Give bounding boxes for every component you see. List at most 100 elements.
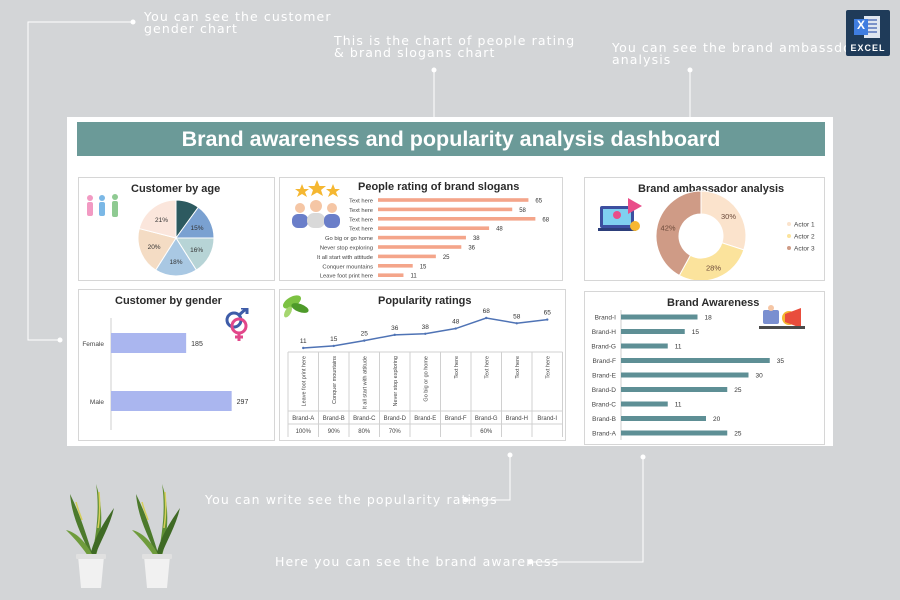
slogan-label: Go big or go home	[423, 356, 429, 402]
bar-category-label: Conquer mountains	[322, 264, 373, 270]
bar	[378, 254, 436, 259]
pie-slice	[138, 199, 177, 239]
bar-category-label: Text here	[349, 208, 373, 214]
category-label: Brand-I	[537, 416, 557, 422]
donut-data-label: 30%	[721, 212, 736, 221]
bar	[621, 401, 668, 407]
bar-category-label: Brand-I	[595, 315, 617, 322]
ambassador-card: Brand ambassador analysis 30% 28% 42% Actor…	[584, 177, 825, 281]
bar	[378, 207, 513, 212]
bar	[378, 245, 462, 249]
bar-category-label: Brand-G	[591, 344, 616, 351]
line-data-label: 58	[513, 313, 521, 320]
bar	[378, 217, 536, 221]
legend-marker	[787, 222, 791, 226]
leaf-icon	[282, 295, 309, 318]
bar-value-label: 25	[443, 255, 450, 261]
potted-plant-icon	[66, 484, 114, 588]
bar-value-label: 15	[692, 329, 700, 336]
bar	[621, 387, 728, 392]
legend-marker	[787, 246, 791, 250]
bar-value-label: 20	[713, 416, 721, 423]
brand-awareness-card: Brand Awareness Brand-I 18 Brand-H 15 Brand-…	[584, 291, 825, 445]
line-data-label: 15	[330, 336, 338, 343]
bar-value-label: 11	[675, 402, 682, 409]
line-point	[515, 322, 518, 325]
bar	[621, 358, 770, 363]
bar-category-label: Brand-B	[592, 416, 616, 423]
popularity-card: Popularity ratings 11 15 25 36 38 48 68 58 65 Lea…	[279, 289, 566, 441]
people-icon	[87, 194, 118, 217]
line-point	[363, 339, 366, 342]
bar-category-label: Brand-H	[592, 329, 617, 336]
ambassador-title: Brand ambassador analysis	[638, 183, 785, 195]
line-point	[332, 344, 335, 348]
line-data-label: 25	[361, 331, 369, 338]
ambassador-donut-chart: 30% 28% 42% Actor 1 Actor 2 Actor 3	[655, 190, 815, 280]
bar-value-label: 38	[473, 236, 480, 242]
bar-category-label: Male	[90, 399, 104, 406]
percentage-label: 80%	[358, 429, 371, 435]
percentage-label: 60%	[480, 429, 493, 435]
excel-logo-label: EXCEL	[850, 43, 886, 53]
gender-bar-chart: Female 185 Male 297	[82, 318, 248, 430]
customer-by-gender-card: Customer by gender Female 185 Male 297	[78, 289, 275, 441]
customer-by-age-card: Customer by age 15% 16% 18% 20% 21%	[78, 177, 275, 281]
line-point	[424, 332, 427, 335]
bar-value-label: 35	[777, 358, 785, 365]
slogan-rating-title: People rating of brand slogans	[358, 181, 520, 193]
line-data-label: 11	[300, 338, 307, 345]
awareness-chart-note: Here you can see the brand awareness	[275, 554, 560, 569]
bar-value-label: 25	[734, 387, 742, 394]
bar	[378, 273, 404, 277]
brand-awareness-bar-chart: Brand-I 18 Brand-H 15 Brand-G 11 Brand-F 35 Bran…	[591, 310, 785, 440]
line-data-label: 38	[422, 324, 430, 331]
bar-value-label: 65	[535, 199, 542, 205]
bar-category-label: Leave foot print here	[320, 274, 373, 280]
age-pie-chart: 15% 16% 18% 20% 21%	[137, 199, 215, 277]
legend-label: Actor 2	[794, 234, 815, 241]
line-point	[393, 333, 396, 337]
bar-category-label: Text here	[349, 227, 373, 233]
customer-by-age-title: Customer by age	[131, 183, 221, 195]
excel-logo-letter: X	[857, 18, 866, 32]
customer-by-gender-title: Customer by gender	[115, 295, 222, 307]
bar-category-label: Go big or go home	[325, 236, 373, 242]
category-label: Brand-H	[506, 416, 528, 422]
slogan-label: Never stop exploring	[393, 356, 399, 406]
gender-chart-note: You can see the customer gender chart	[144, 9, 332, 36]
bar-category-label: Brand-E	[592, 373, 617, 380]
bar	[378, 198, 529, 202]
slogan-rating-card: People rating of brand slogans Text here…	[279, 177, 563, 281]
category-label: Brand-A	[292, 416, 314, 422]
line-point	[485, 316, 488, 320]
bar	[378, 226, 490, 230]
donut-data-label: 42%	[661, 224, 676, 233]
bar-value-label: 48	[496, 227, 503, 233]
pie-data-label: 21%	[155, 217, 168, 224]
bar-category-label: Text here	[349, 217, 373, 223]
legend-marker	[787, 234, 791, 238]
slogan-label: Conquer mountains	[332, 356, 338, 404]
donut-slice	[700, 190, 747, 251]
bar	[378, 235, 466, 240]
category-label: Brand-G	[475, 416, 498, 422]
legend-label: Actor 3	[794, 246, 815, 253]
pie-slice	[137, 227, 177, 271]
ambassador-icon	[598, 198, 642, 231]
bar-value-label: 185	[191, 341, 203, 348]
bar-category-label: Never stop exploring	[320, 246, 373, 252]
category-label: Brand-B	[323, 416, 345, 422]
brand-awareness-title: Brand Awareness	[667, 297, 760, 309]
slogan-label: Text here	[484, 356, 490, 379]
line-point	[302, 346, 305, 350]
bar-category-label: Brand-A	[592, 431, 617, 438]
category-label: Brand-D	[384, 416, 407, 422]
percentage-label: 90%	[328, 429, 341, 435]
bar-category-label: Text here	[349, 199, 373, 205]
star-rating-icon	[292, 180, 340, 228]
popularity-line-chart: 11 15 25 36 38 48 68 58 65 Leave foot print here B…	[287, 308, 563, 437]
donut-slice	[655, 190, 702, 277]
slogan-label: Leave foot print here	[301, 356, 307, 406]
